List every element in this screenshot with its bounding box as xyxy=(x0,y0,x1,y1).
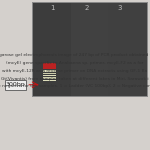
Text: (mcyE) gene specific to Anabaena sp. primer, mcyE-F2 as a for: (mcyE) gene specific to Anabaena sp. pri… xyxy=(6,61,144,65)
Text: 1: 1 xyxy=(50,4,55,10)
Bar xyxy=(43,75,56,76)
Text: with mcyE-12R as a reverse primer on DNA extracts using GF-1 Ba: with mcyE-12R as a reverse primer on DNA… xyxy=(2,69,148,73)
Text: 3: 3 xyxy=(118,4,122,10)
Bar xyxy=(43,70,56,72)
Bar xyxy=(43,73,56,74)
Bar xyxy=(33,3,147,96)
Text: e negative for the samples. 1 = Ladder (VC 100bp); 2 = Negative cont: e negative for the samples. 1 = Ladder (… xyxy=(0,84,150,88)
Bar xyxy=(43,63,56,69)
Text: 300bp: 300bp xyxy=(5,82,25,87)
Text: Gt(Vivantis) from samples taken at different lakes in Miri, Sarawak i: Gt(Vivantis) from samples taken at diffe… xyxy=(1,77,149,81)
Bar xyxy=(4,80,26,90)
Bar xyxy=(108,3,147,96)
Bar xyxy=(43,80,56,81)
Bar xyxy=(32,2,148,97)
Bar xyxy=(71,3,108,96)
Bar xyxy=(43,77,56,79)
Text: garose gel electrophoresis image of 247 bp of PCR product obtained f: garose gel electrophoresis image of 247 … xyxy=(0,53,150,57)
Bar xyxy=(33,3,71,96)
Text: 2: 2 xyxy=(85,4,89,10)
